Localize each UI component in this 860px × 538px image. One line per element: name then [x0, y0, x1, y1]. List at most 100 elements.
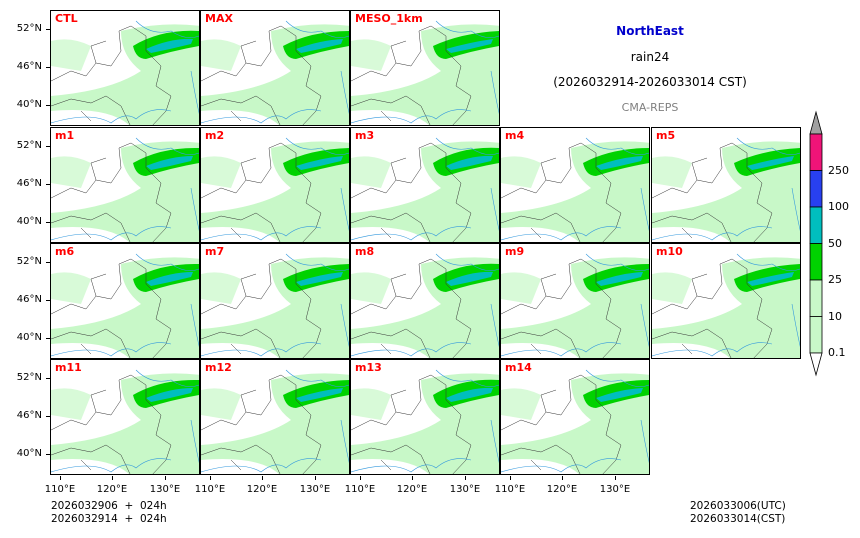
heavy-rain-band [596, 388, 643, 402]
colorbar-level-label: 25 [828, 273, 842, 286]
colorbar-level-label: 10 [828, 309, 842, 323]
map-panel-m13: m13 [350, 359, 500, 475]
latitude-tick-label: 40°N [2, 448, 50, 459]
longitude-tick-label: 110°E [40, 476, 80, 495]
panel-label: MAX [205, 12, 233, 25]
map-panel-m12: m12 [200, 359, 350, 475]
river [652, 137, 800, 241]
longitude-tick-label: 130°E [145, 476, 185, 495]
colorbar-segment [809, 133, 823, 171]
heavy-rain-band [446, 387, 493, 402]
panel-label: CTL [55, 12, 78, 25]
river [51, 137, 199, 241]
light-rain-area [201, 388, 241, 420]
latitude-tick-label: 46°N [2, 294, 50, 305]
period-title: (2026032914-2026033014 CST) [553, 75, 747, 89]
valid-time-cst: 2026033014(CST) [690, 513, 786, 525]
map-panel-m2: m2 [200, 127, 350, 243]
heavy-rain-band [747, 272, 794, 286]
colorbar-level-label: 250 [828, 163, 849, 177]
light-rain-area [201, 39, 241, 71]
longitude-tick-label: 110°E [340, 476, 380, 495]
longitude-tick-label: 110°E [490, 476, 530, 495]
latitude-tick-label: 40°N [2, 216, 50, 227]
province-border [51, 25, 172, 125]
panel-label: m11 [55, 361, 82, 374]
colorbar-segment [809, 279, 823, 317]
map-panel-meso_1km: MESO_1km [350, 10, 500, 126]
heavy-rain-band [596, 272, 643, 286]
heavy-rain-band [596, 156, 643, 170]
heavy-rain-band [296, 272, 343, 286]
colorbar-segment [809, 316, 823, 354]
province-border [201, 25, 322, 125]
river [501, 253, 649, 357]
heavy-rain-band [146, 38, 193, 53]
panel-label: m7 [205, 245, 225, 258]
light-rain-area [351, 272, 391, 304]
colorbar [809, 110, 823, 377]
river [201, 137, 349, 241]
valid-time-utc: 2026033006(UTC) [690, 500, 786, 512]
map-panel-m9: m9 [500, 243, 650, 359]
panel-label: m4 [505, 129, 525, 142]
latitude-tick-label: 46°N [2, 410, 50, 421]
source-title: CMA-REPS [621, 101, 679, 114]
latitude-tick-label: 52°N [2, 23, 50, 34]
map-panel-m11: m11 [50, 359, 200, 475]
latitude-tick-label: 46°N [2, 178, 50, 189]
latitude-tick-label: 52°N [2, 372, 50, 383]
map-panel-m8: m8 [350, 243, 500, 359]
heavy-rain-band [296, 388, 343, 402]
light-rain-area [201, 156, 241, 188]
province-border [351, 374, 472, 474]
panel-label: m8 [355, 245, 375, 258]
light-rain-area [351, 156, 391, 188]
heavy-rain-band [446, 271, 493, 286]
river [652, 253, 800, 357]
province-border [51, 258, 172, 358]
heavy-rain-band [296, 39, 343, 53]
province-border [652, 142, 773, 242]
heavy-rain-band [146, 388, 193, 402]
init-time-cst: 2026032914 + 024h [51, 513, 167, 525]
longitude-tick-label: 120°E [92, 476, 132, 495]
colorbar-over-triangle [809, 110, 823, 135]
latitude-tick-label: 52°N [2, 256, 50, 267]
panel-label: m1 [55, 129, 75, 142]
longitude-tick-label: 130°E [445, 476, 485, 495]
latitude-tick-label: 40°N [2, 332, 50, 343]
panel-label: m9 [505, 245, 525, 258]
map-panel-m7: m7 [200, 243, 350, 359]
river [351, 137, 499, 241]
panel-label: m10 [656, 245, 683, 258]
panel-label: m13 [355, 361, 382, 374]
latitude-tick-label: 40°N [2, 99, 50, 110]
province-border [201, 258, 322, 358]
province-border [501, 258, 622, 358]
panel-label: m6 [55, 245, 75, 258]
longitude-tick-label: 120°E [392, 476, 432, 495]
variable-title: rain24 [630, 50, 670, 64]
longitude-tick-label: 130°E [295, 476, 335, 495]
light-rain-area [501, 388, 541, 420]
panel-label: m5 [656, 129, 676, 142]
light-rain-area [51, 156, 91, 188]
colorbar-segment [809, 170, 823, 208]
latitude-tick-label: 52°N [2, 140, 50, 151]
river [201, 253, 349, 357]
heavy-rain-band [747, 156, 794, 170]
heavy-rain-band [146, 156, 193, 170]
region-title: NorthEast [616, 24, 684, 38]
light-rain-area [351, 388, 391, 420]
river [501, 137, 649, 241]
longitude-tick-label: 130°E [595, 476, 635, 495]
map-panel-m5: m5 [651, 127, 801, 243]
light-rain-area [351, 39, 391, 71]
heavy-rain-band [146, 272, 193, 286]
river [51, 253, 199, 357]
province-border [51, 374, 172, 474]
map-panel-m4: m4 [500, 127, 650, 243]
colorbar-segment [809, 206, 823, 244]
longitude-tick-label: 120°E [242, 476, 282, 495]
